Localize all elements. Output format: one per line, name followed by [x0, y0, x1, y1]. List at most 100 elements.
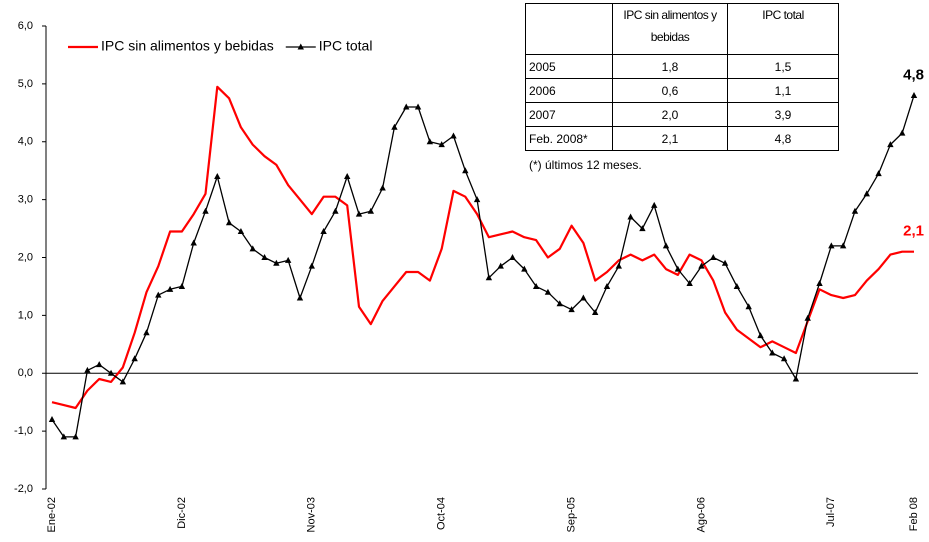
y-tick-label: 1,0 — [18, 309, 33, 321]
point-marker — [143, 329, 150, 336]
data-label: 2,1 — [903, 223, 924, 240]
point-marker — [816, 280, 823, 287]
point-marker — [237, 227, 245, 234]
table-note: (*) últimos 12 meses. — [529, 158, 642, 172]
y-tick-label: 3,0 — [18, 194, 33, 206]
point-marker — [166, 285, 174, 292]
point-marker — [757, 332, 764, 339]
point-marker — [261, 254, 268, 260]
cell: 2006 — [525, 78, 613, 103]
series-line — [51, 85, 914, 410]
legend-item: IPC total — [285, 38, 373, 54]
point-marker — [320, 227, 327, 234]
point-marker — [462, 167, 469, 174]
point-marker — [403, 103, 410, 110]
point-marker — [745, 303, 752, 310]
x-tick-label: Nov-03 — [306, 497, 318, 532]
point-marker — [497, 262, 504, 269]
point-marker — [710, 254, 717, 260]
point-marker — [450, 132, 457, 139]
y-tick-label: -2,0 — [14, 483, 33, 495]
point-marker — [367, 207, 375, 214]
cell: 0,6 — [612, 78, 728, 103]
y-tick-label: 4,0 — [18, 136, 33, 148]
point-marker — [591, 308, 599, 315]
point-marker — [544, 288, 552, 295]
point-marker — [674, 265, 682, 272]
series-line — [51, 95, 915, 438]
point-marker — [839, 242, 847, 249]
point-marker — [627, 213, 634, 220]
x-tick-label: Ago-06 — [695, 497, 707, 532]
point-marker — [721, 259, 729, 266]
cell: 2005 — [525, 54, 613, 79]
point-marker — [898, 129, 906, 136]
legend-item: IPC sin alimentos y bebidas — [68, 38, 274, 54]
y-tick-label: 2,0 — [18, 251, 33, 263]
point-marker — [214, 172, 221, 179]
legend-label: IPC sin alimentos y bebidas — [101, 38, 274, 54]
cell: 1,5 — [727, 54, 839, 79]
point-marker — [225, 219, 233, 226]
point-marker — [532, 282, 540, 289]
point-marker — [473, 196, 481, 203]
header-cell: IPC sin alimentos y bebidas — [612, 3, 728, 55]
cell: 2,1 — [612, 126, 728, 151]
point-marker — [119, 378, 127, 385]
point-marker — [615, 262, 622, 269]
point-marker — [344, 172, 351, 179]
point-marker — [332, 207, 339, 214]
point-marker — [509, 254, 516, 260]
point-marker — [639, 225, 646, 232]
cell: 1,8 — [612, 54, 728, 79]
y-tick-label: 6,0 — [18, 20, 33, 32]
point-marker — [60, 433, 68, 440]
point-marker — [84, 366, 91, 373]
point-marker — [273, 259, 280, 266]
point-marker — [131, 355, 138, 362]
legend-label: IPC total — [319, 38, 373, 54]
point-marker — [780, 355, 788, 362]
point-marker — [284, 256, 292, 263]
point-marker — [308, 262, 315, 269]
point-marker — [910, 91, 918, 98]
point-marker — [851, 207, 859, 214]
point-marker — [391, 123, 398, 130]
cell: 2007 — [525, 102, 613, 127]
point-marker — [202, 207, 209, 214]
data-label: 4,8 — [903, 66, 924, 83]
point-marker — [249, 245, 256, 252]
point-marker — [603, 282, 611, 289]
point-marker — [651, 201, 658, 208]
x-tick-label: Sep-05 — [565, 497, 577, 532]
point-marker — [96, 361, 103, 368]
point-marker — [662, 242, 670, 249]
point-marker — [769, 349, 776, 356]
point-marker — [521, 265, 528, 272]
point-marker — [863, 190, 870, 197]
y-tick-label: 0,0 — [18, 367, 33, 379]
x-tick-label: Ene-02 — [46, 497, 58, 532]
point-marker — [414, 103, 422, 110]
point-marker — [887, 141, 894, 148]
cell: 3,9 — [727, 102, 839, 127]
cell: 2,0 — [612, 102, 728, 127]
point-marker — [686, 280, 693, 287]
header-cell: IPC total — [727, 3, 839, 55]
point-marker — [438, 141, 445, 148]
point-marker — [580, 294, 587, 301]
x-tick-label: Oct-04 — [436, 497, 448, 530]
point-marker — [828, 242, 835, 249]
point-marker — [698, 262, 705, 269]
cell: Feb. 2008* — [525, 126, 613, 151]
point-marker — [72, 433, 79, 440]
point-marker — [804, 314, 811, 321]
legend-marker — [297, 43, 304, 50]
point-marker — [107, 369, 115, 376]
x-tick-label: Feb 08 — [908, 497, 920, 531]
point-marker — [190, 239, 197, 246]
header-cell — [525, 3, 613, 55]
x-tick-label: Jul-07 — [825, 497, 837, 527]
